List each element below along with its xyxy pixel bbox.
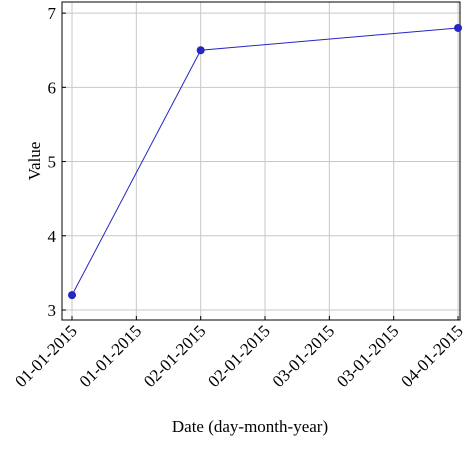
y-tick-label: 6 bbox=[48, 78, 57, 97]
point bbox=[454, 23, 463, 32]
x-tick-label: 03-01-2015 bbox=[269, 321, 339, 391]
x-tick-label: 01-01-2015 bbox=[76, 321, 146, 391]
point bbox=[68, 291, 77, 300]
y-axis-label: Value bbox=[25, 142, 44, 181]
point bbox=[196, 46, 205, 55]
x-tick-label: 03-01-2015 bbox=[333, 321, 403, 391]
x-axis-label: Date (day-month-year) bbox=[172, 417, 328, 436]
x-tick-label: 02-01-2015 bbox=[204, 321, 274, 391]
y-tick-label: 5 bbox=[48, 153, 57, 172]
y-tick-label: 4 bbox=[48, 227, 57, 246]
plot-frame bbox=[61, 1, 461, 321]
x-tick-label: 01-01-2015 bbox=[11, 321, 81, 391]
x-tick-label: 04-01-2015 bbox=[397, 321, 467, 391]
y-tick-label: 3 bbox=[48, 301, 57, 320]
x-tick-label: 02-01-2015 bbox=[140, 321, 210, 391]
y-tick-label: 7 bbox=[48, 4, 57, 23]
